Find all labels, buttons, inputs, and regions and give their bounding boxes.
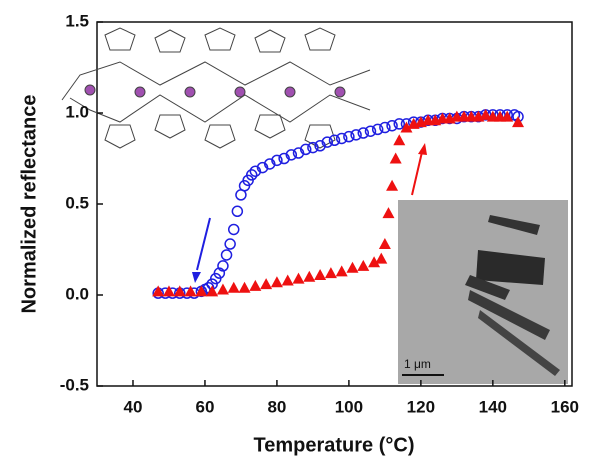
data-point [217, 284, 229, 295]
x-tick-label: 100 [335, 397, 363, 416]
data-point [373, 124, 383, 134]
y-tick-label: -0.5 [60, 375, 89, 394]
data-point [228, 282, 240, 293]
data-point [303, 271, 315, 282]
data-point [375, 253, 387, 264]
x-tick-label: 120 [407, 397, 435, 416]
data-point [346, 262, 358, 273]
data-point [239, 282, 251, 293]
data-point [293, 273, 305, 284]
data-point [314, 269, 326, 280]
data-point [357, 260, 369, 271]
data-point [271, 276, 283, 287]
data-point [390, 153, 402, 164]
x-axis-label: Temperature (°C) [254, 434, 415, 456]
data-point [386, 180, 398, 191]
data-point [379, 238, 391, 249]
x-tick-label: 80 [267, 397, 286, 416]
data-point [380, 123, 390, 133]
data-point [337, 133, 347, 143]
data-point [229, 224, 239, 234]
y-tick-label: 1.5 [65, 11, 89, 30]
molecule-structure [62, 28, 370, 148]
data-point [351, 130, 361, 140]
data-point [185, 285, 197, 296]
data-point [260, 278, 272, 289]
x-tick-label: 60 [195, 397, 214, 416]
x-tick-label: 40 [124, 397, 143, 416]
data-point [365, 126, 375, 136]
data-point [344, 132, 354, 142]
data-point [387, 121, 397, 131]
y-tick-label: 0.0 [65, 284, 89, 303]
x-tick-label: 160 [551, 397, 579, 416]
data-point [325, 267, 337, 278]
cooling-arrow [197, 218, 210, 270]
y-tick-label: 0.5 [65, 193, 89, 212]
data-point [232, 206, 242, 216]
data-point [358, 128, 368, 138]
data-point [382, 207, 394, 218]
heating-arrowhead [418, 143, 427, 155]
data-point [225, 239, 235, 249]
x-tick-label: 140 [479, 397, 507, 416]
data-point [393, 134, 405, 145]
scale-bar-label: 1 μm [404, 357, 431, 371]
data-point [249, 280, 261, 291]
data-point [222, 250, 232, 260]
heating-arrow [412, 152, 422, 195]
chart: 1 μm Temperature (°C) Normalized reflect… [0, 0, 589, 462]
data-point [282, 274, 294, 285]
y-tick-label: 1.0 [65, 102, 89, 121]
data-point [163, 285, 175, 296]
y-axis-label: Normalized reflectance [18, 95, 40, 314]
cooling-arrowhead [192, 272, 201, 283]
data-point [336, 265, 348, 276]
